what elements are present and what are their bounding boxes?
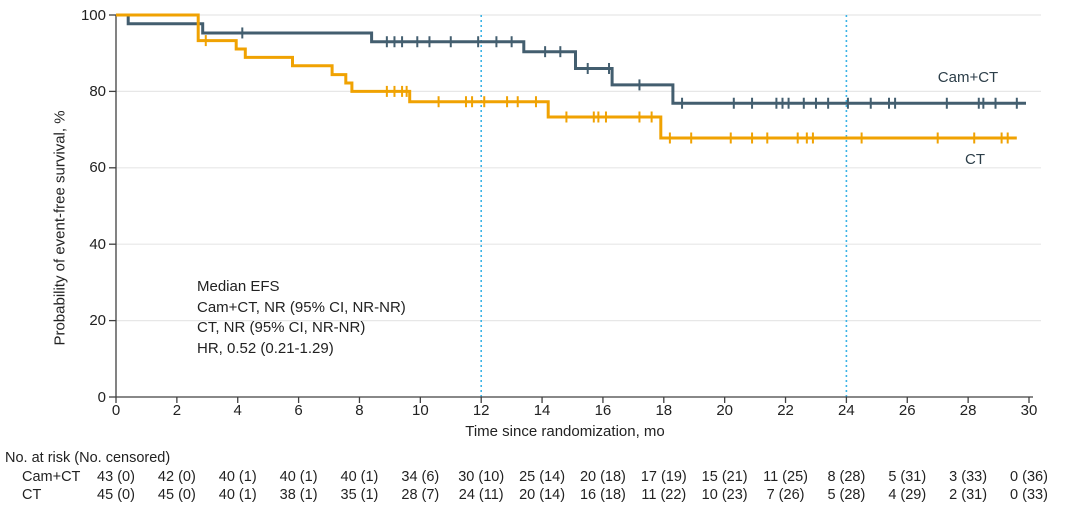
x-tick-label-28: 28 xyxy=(959,402,977,419)
risk-cell: 7 (26) xyxy=(766,486,805,503)
median-efs-annotation: Median EFS Cam+CT, NR (95% CI, NR-NR) CT… xyxy=(197,277,406,359)
risk-row-label-ct: CT xyxy=(22,486,42,503)
annotation-line-median-efs: Median EFS xyxy=(197,278,280,295)
x-tick-label-4: 4 xyxy=(233,402,242,419)
risk-row-label-cam-ct: Cam+CT xyxy=(22,469,81,485)
x-tick-label-10: 10 xyxy=(411,402,429,419)
x-tick-label-26: 26 xyxy=(898,402,916,419)
y-axis-title: Probability of event-free survival, % xyxy=(51,110,69,346)
risk-cell: 34 (6) xyxy=(401,469,440,485)
x-tick-label-6: 6 xyxy=(294,402,303,419)
risk-cell: 25 (14) xyxy=(519,469,566,485)
risk-cell: 43 (0) xyxy=(97,469,135,485)
risk-cell: 40 (1) xyxy=(218,486,257,503)
risk-cell: 20 (18) xyxy=(579,469,626,485)
x-tick-label-20: 20 xyxy=(716,402,733,419)
risk-cell: 3 (33) xyxy=(949,469,988,485)
risk-cell: 2 (31) xyxy=(949,486,988,503)
curve-label-cam-ct: Cam+CT xyxy=(937,69,999,86)
risk-cell: 24 (11) xyxy=(458,486,504,503)
risk-cell: 40 (1) xyxy=(279,469,318,485)
x-tick-label-2: 2 xyxy=(172,402,182,419)
risk-cell: 45 (0) xyxy=(157,486,196,503)
risk-cell: 45 (0) xyxy=(97,486,135,503)
x-tick-label-14: 14 xyxy=(533,402,551,419)
y-tick-label-0: 0 xyxy=(97,388,106,406)
km-curve-ct xyxy=(116,13,1017,140)
x-axis-title: Time since randomization, mo xyxy=(465,423,665,440)
risk-cell: 15 (21) xyxy=(701,469,748,485)
x-tick-label-24: 24 xyxy=(838,402,855,419)
risk-cell: 17 (19) xyxy=(640,469,687,485)
x-tick-label-16: 16 xyxy=(594,402,612,419)
risk-cell: 5 (31) xyxy=(888,469,927,485)
curve-label-ct: CT xyxy=(965,151,985,168)
risk-cell: 40 (1) xyxy=(340,469,379,485)
y-tick-label-60: 60 xyxy=(89,159,106,177)
x-tick-label-30: 30 xyxy=(1020,402,1038,419)
x-tick-label-22: 22 xyxy=(777,402,794,419)
y-tick-label-100: 100 xyxy=(80,6,106,24)
annotation-line-camct: Cam+CT, NR (95% CI, NR-NR) xyxy=(197,298,406,316)
x-tick-label-0: 0 xyxy=(111,402,121,419)
risk-cell: 40 (1) xyxy=(218,469,257,485)
x-tick-label-12: 12 xyxy=(472,402,490,419)
km-curve-cam-ct xyxy=(116,13,1026,105)
risk-cell: 8 (28) xyxy=(827,469,866,485)
risk-cell: 20 (14) xyxy=(519,486,566,503)
y-tick-label-80: 80 xyxy=(89,82,106,100)
risk-cell: 28 (7) xyxy=(401,486,440,503)
risk-cell: 5 (28) xyxy=(827,486,866,503)
y-tick-label-20: 20 xyxy=(89,312,106,330)
risk-cell: 16 (18) xyxy=(579,486,626,503)
risk-cell: 11 (22) xyxy=(641,486,687,503)
risk-cell: 4 (29) xyxy=(888,486,927,503)
risk-cell: 42 (0) xyxy=(157,469,196,485)
risk-cell: 30 (10) xyxy=(458,469,505,485)
risk-cell: 38 (1) xyxy=(279,486,318,503)
x-tick-label-18: 18 xyxy=(655,402,673,419)
risk-cell: 11 (25) xyxy=(763,469,808,485)
risk-cell: 0 (33) xyxy=(1010,486,1048,503)
risk-cell: 35 (1) xyxy=(340,486,379,503)
risk-table-header: No. at risk (No. censored) xyxy=(5,450,171,466)
km-plot-area xyxy=(109,13,1041,403)
risk-cell: 10 (23) xyxy=(701,486,748,503)
risk-cell: 0 (36) xyxy=(1010,469,1048,485)
annotation-line-hr: HR, 0.52 (0.21-1.29) xyxy=(197,339,334,357)
y-tick-label-40: 40 xyxy=(89,235,106,253)
annotation-line-ct: CT, NR (95% CI, NR-NR) xyxy=(197,319,366,336)
x-tick-label-8: 8 xyxy=(355,402,364,419)
